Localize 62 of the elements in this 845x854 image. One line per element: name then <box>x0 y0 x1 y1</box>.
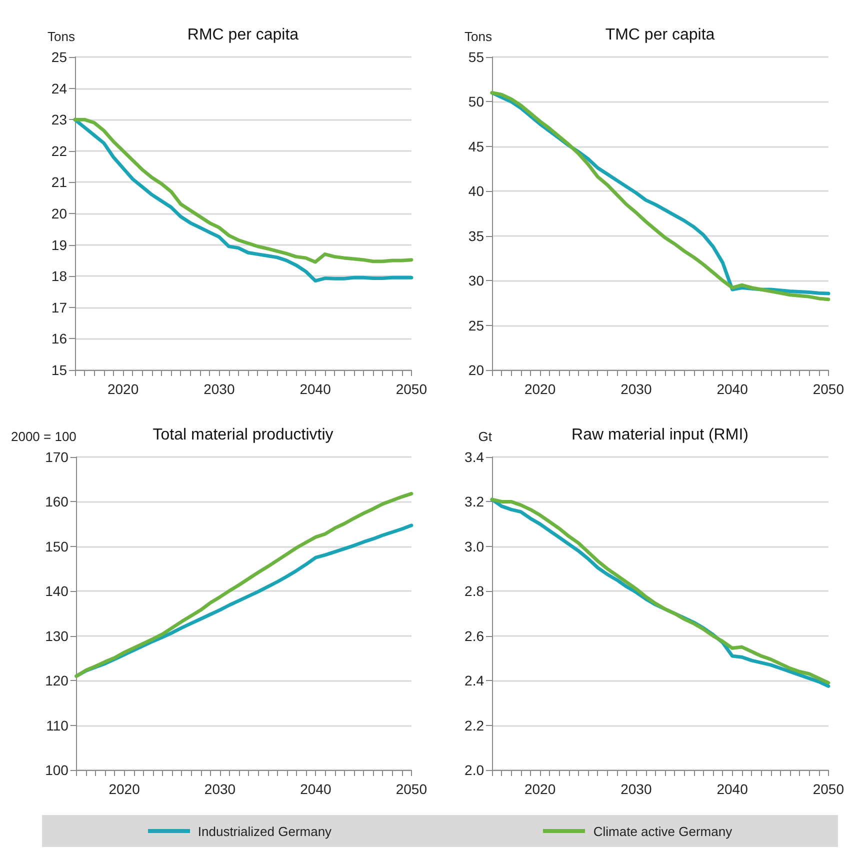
legend-label: Industrialized Germany <box>198 824 332 838</box>
y-tick-label: 100 <box>45 762 69 778</box>
x-tick-label: 2020 <box>524 781 556 797</box>
y-tick-label: 150 <box>45 538 69 554</box>
y-tick-label: 17 <box>51 299 68 316</box>
y-tick-label: 19 <box>51 236 68 253</box>
y-tick-label: 3.4 <box>464 449 484 465</box>
y-axis-title: 2000 = 100 <box>10 429 76 444</box>
y-tick-label: 2.0 <box>464 762 484 778</box>
y-tick-label: 35 <box>468 228 484 244</box>
y-tick-label: 2.6 <box>464 628 484 644</box>
x-tick-label: 2040 <box>716 381 748 397</box>
y-tick-label: 18 <box>51 268 68 284</box>
y-tick-label: 20 <box>468 362 484 378</box>
x-tick-label: 2050 <box>396 381 428 397</box>
chart-title: RMC per capita <box>187 26 299 44</box>
x-tick-label: 2040 <box>300 381 332 397</box>
y-tick-label: 30 <box>468 272 484 289</box>
y-tick-label: 2.2 <box>464 717 484 734</box>
chart-title: Total material productivtiy <box>152 426 334 444</box>
y-axis-title: Gt <box>478 429 492 444</box>
y-tick-label: 55 <box>468 49 484 65</box>
y-tick-label: 25 <box>51 49 68 65</box>
y-axis-title: Tons <box>464 29 492 44</box>
y-tick-label: 110 <box>46 717 69 734</box>
chart-title: TMC per capita <box>605 26 715 44</box>
x-tick-label: 2030 <box>620 781 652 797</box>
y-tick-label: 24 <box>51 80 68 96</box>
y-tick-label: 45 <box>468 138 484 154</box>
y-tick-label: 50 <box>468 94 484 110</box>
line-series <box>74 492 414 678</box>
x-tick-label: 2030 <box>620 381 652 397</box>
x-tick-label: 2050 <box>812 381 844 397</box>
y-tick-label: 20 <box>51 206 68 222</box>
y-tick-label: 120 <box>45 672 69 689</box>
y-tick-label: 140 <box>45 583 69 600</box>
y-tick-label: 2.4 <box>464 672 484 689</box>
x-tick-label: 2050 <box>396 781 428 797</box>
y-axis-title: Tons <box>48 29 76 44</box>
y-tick-label: 3.2 <box>464 494 484 510</box>
legend-label: Climate active Germany <box>593 824 732 838</box>
y-tick-label: 15 <box>51 362 68 378</box>
y-tick-label: 2.8 <box>464 583 484 600</box>
y-tick-label: 16 <box>51 330 68 347</box>
y-tick-label: 130 <box>45 628 69 644</box>
y-tick-label: 3.0 <box>464 538 484 554</box>
x-tick-label: 2040 <box>716 781 748 797</box>
y-tick-label: 25 <box>468 317 484 334</box>
x-tick-label: 2050 <box>812 781 844 797</box>
x-tick-label: 2020 <box>108 781 140 797</box>
y-tick-label: 40 <box>468 183 484 200</box>
chart-title: Raw material input (RMI) <box>572 426 748 444</box>
x-tick-label: 2030 <box>204 781 236 797</box>
y-tick-label: 23 <box>51 112 68 128</box>
x-tick-label: 2030 <box>204 381 235 397</box>
x-tick-label: 2040 <box>300 781 332 797</box>
y-tick-label: 160 <box>45 494 69 510</box>
y-tick-label: 22 <box>51 142 68 159</box>
y-tick-label: 170 <box>45 449 69 465</box>
y-tick-label: 21 <box>51 174 68 190</box>
x-tick-label: 2020 <box>107 381 139 397</box>
x-tick-label: 2020 <box>524 381 556 397</box>
